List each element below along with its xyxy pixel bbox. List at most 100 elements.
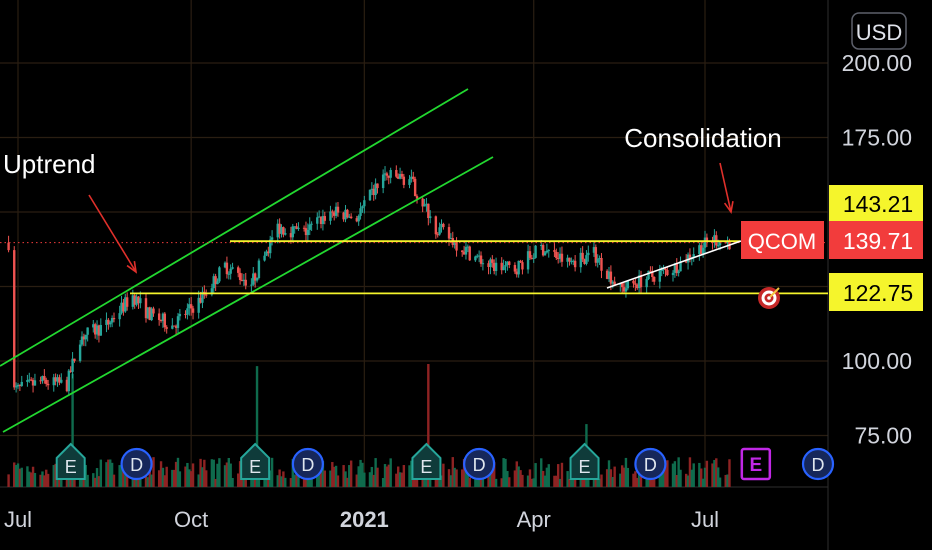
uptrend-arrow[interactable] (88, 194, 137, 273)
candle-body (389, 169, 392, 178)
candle-body (125, 297, 129, 307)
price-tag-143-label: 143.21 (843, 191, 913, 217)
candle-body (447, 227, 451, 239)
candle-body (398, 173, 402, 179)
volume-bar (122, 462, 125, 487)
candle-body (534, 245, 537, 258)
volume-bar (698, 462, 701, 487)
volume-bar (173, 469, 176, 487)
candle-body (397, 176, 400, 179)
candle-body (333, 212, 336, 216)
volume-bar (331, 462, 334, 487)
earnings-marker[interactable]: E (240, 442, 271, 480)
target-alert-icon[interactable] (758, 287, 780, 309)
candle-body (95, 325, 99, 335)
volume-bar (363, 472, 366, 487)
dividend-marker[interactable]: D (291, 447, 324, 481)
volume-bar (107, 459, 110, 487)
volume-bar (148, 465, 151, 487)
candle-body (506, 261, 509, 266)
candle-body (385, 173, 389, 176)
volume-bar (517, 466, 520, 487)
candle-body (199, 297, 202, 303)
volume-bar (513, 470, 517, 487)
dividend-marker[interactable]: D (634, 447, 667, 481)
earnings-marker[interactable]: E (740, 447, 772, 481)
candle-body (310, 223, 313, 225)
volume-bar (26, 466, 29, 487)
volume-bar (688, 457, 692, 487)
earnings-marker[interactable]: E (411, 442, 442, 480)
uptrend-channel-line[interactable] (2, 156, 494, 433)
price-tag-122: 122.75 (829, 273, 923, 311)
candle-body (494, 262, 498, 272)
uptrend-channel-line[interactable] (0, 88, 469, 367)
volume-bar (84, 464, 87, 487)
volume-bar (33, 472, 37, 487)
dividend-marker[interactable]: D (801, 447, 835, 481)
volume-bar (397, 466, 400, 487)
volume-bar (504, 458, 507, 487)
volume-bar (65, 477, 69, 487)
volume-bar (466, 468, 470, 487)
consolidation-trendline[interactable] (606, 240, 742, 289)
earnings-marker[interactable]: E (569, 442, 600, 480)
candle-body (237, 267, 240, 273)
consolidation-arrow[interactable] (719, 162, 732, 213)
volume-bar (528, 469, 532, 487)
candle-body (346, 209, 349, 218)
volume-bar (146, 477, 150, 487)
annotation-uptrend[interactable]: Uptrend (3, 149, 96, 179)
volume-bar (372, 474, 375, 487)
candle-body (692, 254, 695, 258)
volume-bar (13, 462, 16, 487)
candle-body (205, 294, 208, 296)
candle-body (321, 216, 325, 224)
volume-bar (502, 458, 505, 487)
volume-bar (624, 457, 628, 487)
annotation-consolidation[interactable]: Consolidation (624, 123, 782, 153)
volume-bar (120, 464, 123, 487)
volume-bar (560, 462, 564, 487)
volume-bar (82, 476, 86, 487)
dividend-marker[interactable]: D (120, 447, 153, 481)
candle-body (711, 241, 714, 243)
symbol-tag[interactable]: QCOM (741, 221, 824, 259)
volume-bar (361, 462, 364, 487)
volume-bar (425, 477, 428, 487)
volume-bar (532, 478, 535, 487)
candle-body (289, 233, 293, 238)
candle-body (698, 245, 701, 255)
volume-bar (464, 463, 468, 487)
candle-body (700, 245, 703, 255)
candle-body (666, 270, 669, 276)
volume-bar (218, 458, 221, 487)
candle-body (515, 271, 518, 275)
dividend-marker[interactable]: D (463, 447, 496, 481)
candle-body (212, 276, 215, 289)
candle-body (227, 273, 231, 275)
volume-bar (349, 460, 353, 487)
volume-bar (336, 475, 340, 487)
candle-body (492, 262, 496, 272)
candle-body (319, 216, 323, 224)
candle-body (242, 279, 246, 282)
volume-bar (289, 478, 293, 487)
volume-bar (7, 474, 10, 487)
candle-body (110, 317, 114, 323)
candle-body (41, 375, 44, 381)
candle-body (171, 325, 174, 329)
candle-body (570, 261, 573, 263)
currency-button[interactable]: USD (851, 12, 907, 50)
earnings-marker[interactable]: E (55, 442, 86, 480)
volume-bar (227, 457, 231, 487)
volume-bar (600, 474, 603, 487)
volume-bar (39, 474, 42, 487)
volume-bar (442, 463, 445, 487)
candle-body (474, 256, 477, 261)
y-tick-label: 200.00 (842, 50, 912, 76)
marker-label: D (812, 455, 825, 475)
volume-bar (216, 463, 219, 487)
volume-bar (184, 466, 187, 487)
